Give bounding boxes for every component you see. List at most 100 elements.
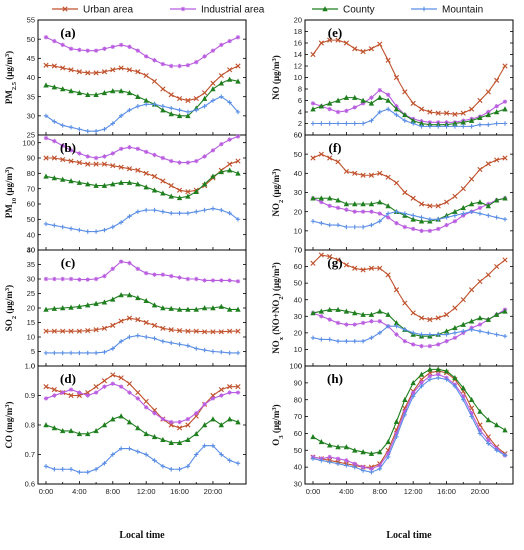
data-point bbox=[335, 159, 341, 165]
data-point bbox=[468, 117, 475, 123]
data-point bbox=[418, 106, 425, 112]
data-point bbox=[410, 342, 416, 347]
data-point bbox=[227, 161, 233, 167]
data-point bbox=[60, 42, 65, 48]
data-point bbox=[493, 422, 500, 428]
data-point bbox=[118, 146, 124, 151]
series-mountain bbox=[310, 209, 508, 230]
y-tick-label: 20 bbox=[27, 304, 35, 313]
series-line bbox=[312, 39, 506, 115]
data-point bbox=[377, 308, 383, 314]
y-tick-label: 30 bbox=[27, 111, 35, 120]
data-point bbox=[352, 201, 358, 207]
data-point bbox=[77, 470, 82, 475]
data-point bbox=[460, 186, 466, 192]
data-point bbox=[235, 63, 241, 69]
data-point bbox=[93, 276, 99, 282]
data-point bbox=[143, 54, 149, 59]
data-point bbox=[310, 260, 316, 266]
y-tick-label: 16 bbox=[294, 39, 302, 48]
data-point bbox=[68, 158, 74, 164]
data-point bbox=[43, 384, 49, 390]
data-point bbox=[427, 373, 433, 379]
data-point bbox=[60, 276, 65, 282]
data-point bbox=[444, 215, 449, 220]
data-point bbox=[85, 91, 91, 98]
data-point bbox=[93, 161, 99, 167]
data-point bbox=[485, 316, 492, 322]
data-point bbox=[477, 431, 483, 436]
data-point bbox=[402, 412, 408, 418]
data-point bbox=[126, 292, 133, 298]
data-point bbox=[118, 413, 124, 419]
data-point bbox=[335, 320, 341, 326]
series-urban-area bbox=[310, 37, 508, 117]
data-point bbox=[126, 89, 133, 96]
data-point bbox=[410, 121, 416, 126]
data-point bbox=[218, 168, 225, 175]
data-point bbox=[135, 295, 141, 301]
data-point bbox=[52, 350, 57, 356]
data-point bbox=[151, 433, 158, 440]
data-point bbox=[169, 158, 174, 164]
data-point bbox=[93, 384, 99, 390]
data-point bbox=[194, 346, 199, 351]
y-tick-label: 40 bbox=[294, 169, 302, 178]
data-point bbox=[193, 95, 199, 102]
data-point bbox=[402, 327, 408, 332]
data-point bbox=[452, 330, 458, 336]
data-point bbox=[410, 330, 416, 336]
data-point bbox=[377, 265, 383, 271]
data-point bbox=[394, 104, 399, 109]
data-point bbox=[335, 461, 341, 466]
y-tick-label: 50 bbox=[27, 215, 35, 224]
data-point bbox=[460, 321, 466, 327]
data-point bbox=[202, 402, 207, 407]
data-point bbox=[310, 219, 316, 224]
legend-item: Urban area bbox=[52, 5, 133, 16]
data-point bbox=[452, 124, 458, 129]
data-point bbox=[135, 266, 141, 272]
y-tick-label: 2 bbox=[298, 119, 302, 128]
data-point bbox=[219, 94, 224, 99]
data-point bbox=[52, 276, 57, 282]
data-point bbox=[51, 425, 58, 431]
y-tick-label: 20 bbox=[294, 207, 302, 216]
data-point bbox=[52, 393, 57, 398]
data-point bbox=[202, 54, 207, 59]
data-point bbox=[436, 372, 441, 377]
data-point bbox=[185, 276, 191, 282]
data-point bbox=[344, 458, 349, 463]
data-point bbox=[444, 338, 449, 344]
y-tick-label: 90 bbox=[27, 154, 35, 163]
data-point bbox=[210, 48, 216, 53]
data-point bbox=[327, 454, 332, 460]
data-point bbox=[385, 97, 391, 103]
data-point bbox=[218, 387, 224, 393]
data-point bbox=[110, 224, 115, 230]
data-point bbox=[360, 464, 366, 470]
data-point bbox=[193, 188, 199, 195]
data-point bbox=[318, 40, 324, 46]
data-point bbox=[435, 203, 441, 209]
data-point bbox=[169, 467, 174, 472]
x-tick-label: 0:00 bbox=[306, 487, 321, 496]
data-point bbox=[43, 276, 49, 282]
data-point bbox=[160, 104, 166, 109]
series-county bbox=[43, 76, 241, 119]
data-point bbox=[102, 384, 107, 389]
data-point bbox=[52, 138, 57, 144]
data-point bbox=[110, 181, 116, 187]
data-point bbox=[418, 201, 425, 207]
y-tick-label: 15 bbox=[27, 318, 35, 327]
y-tick-label: 30 bbox=[294, 188, 302, 197]
data-point bbox=[135, 389, 141, 396]
data-point bbox=[485, 417, 492, 423]
data-point bbox=[402, 118, 408, 123]
data-point bbox=[102, 273, 107, 279]
data-point bbox=[402, 211, 408, 216]
data-point bbox=[135, 93, 141, 99]
data-point bbox=[443, 110, 450, 116]
y-tick-label: 0.6 bbox=[25, 480, 35, 489]
x-tick-label: 20:00 bbox=[471, 487, 490, 496]
